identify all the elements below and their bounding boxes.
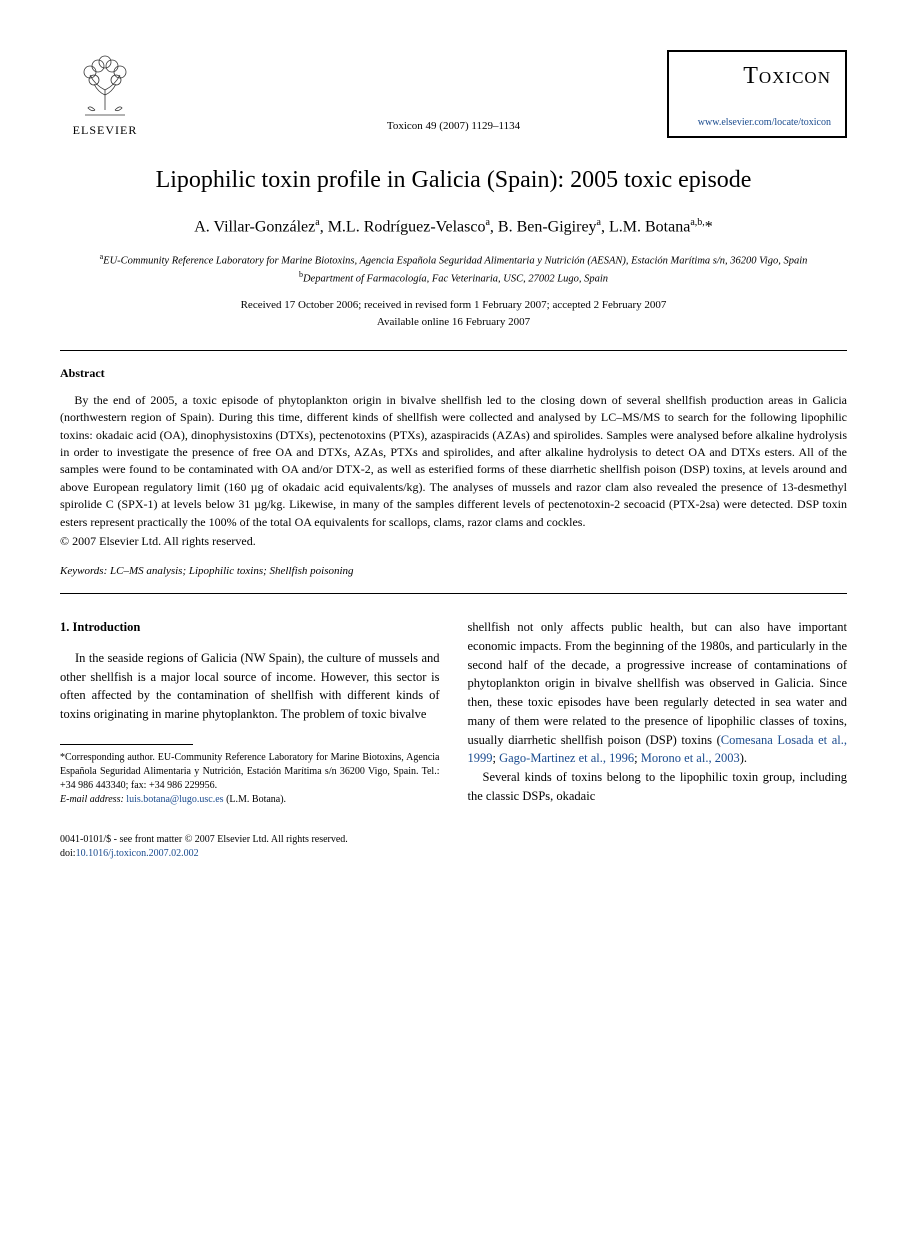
bottom-bar: 0041-0101/$ - see front matter © 2007 El… xyxy=(60,833,847,861)
divider xyxy=(60,593,847,594)
received-date: Received 17 October 2006; received in re… xyxy=(60,297,847,314)
footnote-email-name: (L.M. Botana). xyxy=(226,794,286,805)
keywords: Keywords: LC–MS analysis; Lipophilic tox… xyxy=(60,564,847,579)
intro-para-right-2: Several kinds of toxins belong to the li… xyxy=(468,768,848,806)
left-column: 1. Introduction In the seaside regions o… xyxy=(60,618,440,807)
section-1-heading: 1. Introduction xyxy=(60,618,440,637)
affiliation-b: bDepartment of Farmacología, Fac Veterin… xyxy=(60,269,847,287)
affiliation-a: aEU-Community Reference Laboratory for M… xyxy=(60,251,847,269)
publisher-name: ELSEVIER xyxy=(73,122,138,139)
corresponding-author-footnote: *Corresponding author. EU-Community Refe… xyxy=(60,751,440,807)
intro-para-right-1: shellfish not only affects public health… xyxy=(468,618,848,768)
abstract-heading: Abstract xyxy=(60,365,847,382)
footnote-rule xyxy=(60,744,193,745)
journal-url[interactable]: www.elsevier.com/locate/toxicon xyxy=(683,116,831,130)
footnote-corr: *Corresponding author. EU-Community Refe… xyxy=(60,751,440,793)
footnote-email[interactable]: luis.botana@lugo.usc.es xyxy=(126,794,223,805)
divider xyxy=(60,350,847,351)
ref-link[interactable]: Gago-Martinez et al., 1996 xyxy=(499,751,634,765)
footnote-email-line: E-mail address: luis.botana@lugo.usc.es … xyxy=(60,793,440,807)
issn-line: 0041-0101/$ - see front matter © 2007 El… xyxy=(60,833,847,847)
keywords-text: LC–MS analysis; Lipophilic toxins; Shell… xyxy=(110,565,354,577)
intro-para-left: In the seaside regions of Galicia (NW Sp… xyxy=(60,649,440,724)
ref-link[interactable]: Morono et al., 2003 xyxy=(641,751,740,765)
right-column: shellfish not only affects public health… xyxy=(468,618,848,807)
doi-link[interactable]: 10.1016/j.toxicon.2007.02.002 xyxy=(76,848,199,859)
affiliations: aEU-Community Reference Laboratory for M… xyxy=(60,251,847,288)
article-title: Lipophilic toxin profile in Galicia (Spa… xyxy=(60,164,847,198)
authors: A. Villar-Gonzáleza, M.L. Rodríguez-Vela… xyxy=(60,216,847,239)
article-dates: Received 17 October 2006; received in re… xyxy=(60,297,847,330)
elsevier-tree-icon xyxy=(70,50,140,120)
journal-name: Toxicon xyxy=(683,60,831,94)
body-columns: 1. Introduction In the seaside regions o… xyxy=(60,618,847,807)
elsevier-logo: ELSEVIER xyxy=(60,50,150,139)
abstract-text: By the end of 2005, a toxic episode of p… xyxy=(60,392,847,531)
abstract-copyright: © 2007 Elsevier Ltd. All rights reserved… xyxy=(60,533,847,550)
online-date: Available online 16 February 2007 xyxy=(60,314,847,331)
keywords-label: Keywords: xyxy=(60,565,107,577)
journal-box: Toxicon www.elsevier.com/locate/toxicon xyxy=(667,50,847,138)
doi-line: doi:10.1016/j.toxicon.2007.02.002 xyxy=(60,847,847,861)
